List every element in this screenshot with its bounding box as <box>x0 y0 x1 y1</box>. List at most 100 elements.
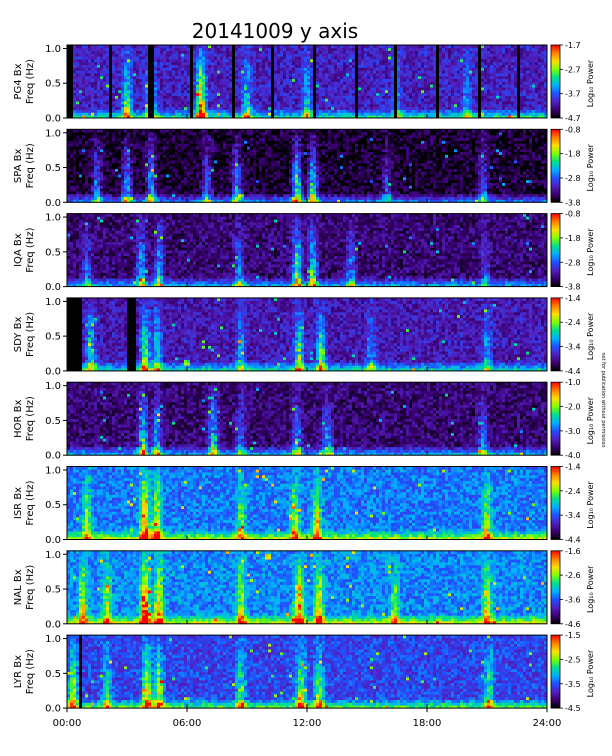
heatmap <box>67 466 548 540</box>
freq-axis-label: Freq (Hz) <box>25 312 36 357</box>
colorbar <box>550 213 561 288</box>
y-tick-label: 0.5 <box>45 332 61 343</box>
colorbar <box>550 550 561 625</box>
colorbar <box>550 466 561 540</box>
colorbar-tick-label: -1.7 <box>565 41 581 50</box>
freq-axis-label: Freq (Hz) <box>25 396 36 441</box>
heatmap <box>67 297 548 372</box>
freq-axis-label: Freq (Hz) <box>25 59 36 104</box>
colorbar-label: Log₁₀ Power <box>586 312 595 360</box>
station-label: PG4 Bx <box>13 63 24 99</box>
colorbar-tick-label: -4.7 <box>565 114 581 123</box>
y-tick-label: 1.0 <box>45 550 61 561</box>
colorbar-tick-label: -2.5 <box>565 655 581 664</box>
colorbar-tick-label: -2.8 <box>565 174 581 183</box>
station-label: HOR Bx <box>13 399 24 437</box>
colorbar-tick-label: -1.0 <box>565 378 581 387</box>
y-tick-label: 1.0 <box>45 634 61 645</box>
station-label: SPA Bx <box>13 148 24 183</box>
y-tick-label: 1.0 <box>45 213 61 224</box>
freq-axis-label: Freq (Hz) <box>25 227 36 272</box>
colorbar-label: Log₁₀ Power <box>586 396 595 444</box>
colorbar-tick-label: -1.4 <box>565 294 581 303</box>
heatmap <box>67 213 548 287</box>
station-label: IQA Bx <box>13 233 24 267</box>
panel-iqa: 0.0 0.5 1.0 IQA Bx Freq (Hz) -0.8 -1.8 -2.8 -3.8… <box>13 210 595 294</box>
y-tick-label: 0.0 <box>45 619 61 630</box>
panel-sdy: 0.0 0.5 1.0 SDY Bx Freq (Hz) -1.4 -2.4 -3.4 -4.4… <box>13 294 595 378</box>
colorbar <box>550 381 561 456</box>
panel-spa: 0.0 0.5 1.0 SPA Bx Freq (Hz) -0.8 -1.8 -2.8 -3.8… <box>13 125 595 209</box>
colorbar-label: Log₁₀ Power <box>586 59 595 107</box>
colorbar <box>550 297 561 372</box>
y-tick-label: 0.0 <box>45 451 61 462</box>
colorbar-tick-label: -2.8 <box>565 258 581 267</box>
colorbar-tick-label: -3.8 <box>565 198 581 207</box>
y-tick-label: 1.0 <box>45 128 61 139</box>
station-label: NAL Bx <box>13 569 24 605</box>
heatmap <box>67 550 548 625</box>
y-tick-label: 1.0 <box>45 381 61 392</box>
x-tick-label: 06:00 <box>173 718 202 729</box>
colorbar-tick-label: -2.6 <box>565 571 581 580</box>
station-label: LYR Bx <box>13 655 24 688</box>
y-tick-label: 0.0 <box>45 282 61 293</box>
x-tick-label: 18:00 <box>413 718 442 729</box>
colorbar-tick-label: -0.8 <box>565 210 581 219</box>
side-note: not for publication without permission <box>600 352 606 447</box>
colorbar-tick-label: -1.8 <box>565 234 581 243</box>
y-tick-label: 0.5 <box>45 669 61 680</box>
x-tick-label: 24:00 <box>533 718 562 729</box>
colorbar <box>550 128 561 203</box>
colorbar-tick-label: -0.8 <box>565 125 581 134</box>
colorbar-label: Log₁₀ Power <box>586 649 595 697</box>
panel-lyr: 0.0 0.5 1.0 LYR Bx Freq (Hz) -1.5 -2.5 -3.5 -4.5… <box>13 631 595 715</box>
colorbar-tick-label: -1.6 <box>565 547 581 556</box>
panel-isr: 0.0 0.5 1.0 ISR Bx Freq (Hz) -1.4 -2.4 -3.4 -4.4… <box>13 463 595 547</box>
colorbar-tick-label: -4.6 <box>565 620 581 629</box>
freq-axis-label: Freq (Hz) <box>25 649 36 694</box>
x-tick-label: 00:00 <box>53 718 82 729</box>
y-tick-label: 1.0 <box>45 44 61 55</box>
y-tick-label: 1.0 <box>45 465 61 476</box>
heatmap <box>67 129 548 203</box>
heatmap <box>67 45 548 119</box>
colorbar-tick-label: -2.4 <box>565 318 581 327</box>
colorbar-tick-label: -3.0 <box>565 427 581 436</box>
colorbar-tick-label: -1.4 <box>565 463 581 472</box>
y-tick-label: 0.5 <box>45 163 61 174</box>
colorbar-tick-label: -2.4 <box>565 487 581 496</box>
panel-pg4: 0.0 0.5 1.0 PG4 Bx Freq (Hz) -1.7 -2.7 -3.7 -4.7… <box>13 41 595 125</box>
colorbar-tick-label: -4.4 <box>565 536 581 545</box>
y-tick-label: 0.0 <box>45 704 61 715</box>
colorbar <box>550 634 561 709</box>
colorbar-tick-label: -1.5 <box>565 631 581 640</box>
heatmap <box>67 635 548 709</box>
panel-nal: 0.0 0.5 1.0 NAL Bx Freq (Hz) -1.6 -2.6 -3.6 -4.6… <box>13 547 595 631</box>
y-tick-label: 0.0 <box>45 535 61 546</box>
freq-axis-label: Freq (Hz) <box>25 480 36 525</box>
colorbar-tick-label: -3.8 <box>565 283 581 292</box>
freq-axis-label: Freq (Hz) <box>25 565 36 610</box>
y-tick-label: 0.5 <box>45 247 61 258</box>
colorbar-tick-label: -3.7 <box>565 90 581 99</box>
colorbar-label: Log₁₀ Power <box>586 481 595 529</box>
colorbar-label: Log₁₀ Power <box>586 565 595 613</box>
colorbar-tick-label: -3.5 <box>565 680 581 689</box>
colorbar-tick-label: -4.5 <box>565 704 581 713</box>
colorbar-tick-label: -1.8 <box>565 150 581 159</box>
colorbar-tick-label: -3.6 <box>565 595 581 604</box>
station-label: SDY Bx <box>13 317 24 353</box>
colorbar-tick-label: -3.4 <box>565 511 581 520</box>
y-tick-label: 0.5 <box>45 79 61 90</box>
colorbar-tick-label: -2.7 <box>565 65 581 74</box>
colorbar-tick-label: -4.0 <box>565 451 581 460</box>
panel-hor: 0.0 0.5 1.0 HOR Bx Freq (Hz) -1.0 -2.0 -3.0 -4.0… <box>13 378 595 462</box>
y-tick-label: 0.5 <box>45 416 61 427</box>
y-tick-label: 0.5 <box>45 500 61 511</box>
y-tick-label: 0.0 <box>45 198 61 209</box>
colorbar-label: Log₁₀ Power <box>586 143 595 191</box>
time-axis: 00:00 06:00 12:00 18:00 24:00 <box>53 708 562 729</box>
